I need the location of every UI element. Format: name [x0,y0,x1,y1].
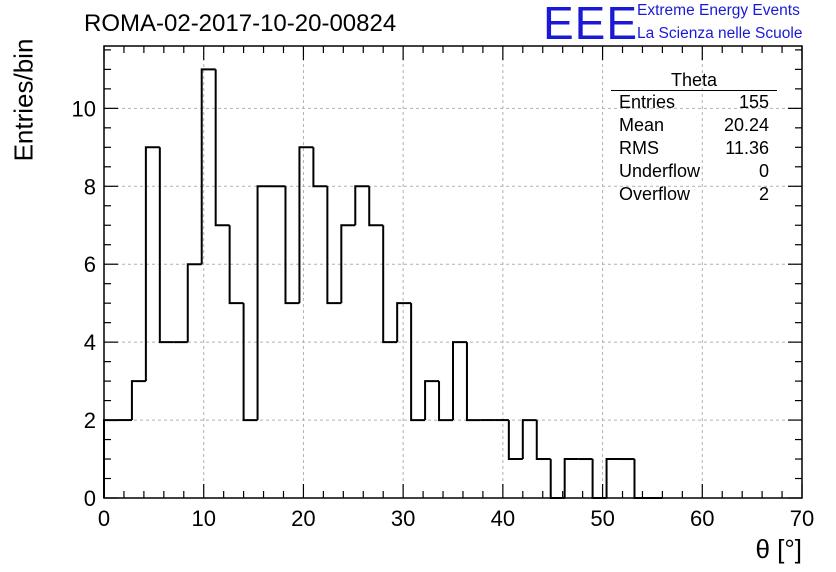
stats-value: 11.36 [725,138,769,158]
histogram-bin [256,185,272,421]
histogram-bin [563,458,579,498]
histogram-bin [326,186,342,305]
logo-line-1: Extreme Energy Events [637,2,800,19]
histogram-bin [507,420,523,461]
histogram-bin [382,225,398,344]
stats-row: Underflow 0 [611,160,777,183]
stats-label: RMS [619,138,659,158]
x-tick-label: 10 [191,506,215,531]
y-tick-label: 2 [84,408,96,433]
y-tick-label: 0 [84,486,96,511]
stats-row: RMS 11.36 [611,137,777,160]
axis-ticks [103,46,803,499]
histogram-bin [340,224,356,304]
histogram-bin [521,419,537,460]
logo-line-2: La Scienza nelle Scuole [637,25,803,42]
x-axis-label: θ [°] [755,534,802,564]
stats-value: 0 [758,161,769,181]
histogram-bin [158,147,174,344]
y-tick-label: 10 [72,96,96,121]
plot-frame [103,45,803,499]
histogram-bin [368,186,384,227]
stats-row: Mean 20.24 [611,114,777,137]
histogram-bin [465,342,481,422]
histogram-bin [130,380,146,421]
histogram-bin [200,68,216,265]
chart-title: ROMA-02-2017-10-20-00824 [84,10,397,37]
y-axis-label: Entries/bin [8,38,39,162]
y-tick-label: 8 [84,174,96,199]
histogram-bin [605,458,621,498]
histogram-bin [410,303,426,422]
histogram-bin [438,381,453,422]
stats-value: 2 [758,184,769,204]
histogram-bin [298,146,314,304]
x-tick-label: 50 [590,506,614,531]
histogram-bin [591,459,607,499]
x-tick-label: 30 [391,506,415,531]
histogram-bars [103,68,663,499]
histogram-bin [284,186,300,305]
histogram-bin [354,185,370,226]
stats-row: Overflow 2 [611,183,777,206]
histogram-bin [312,147,328,188]
histogram-bin [424,380,440,421]
stats-label: Overflow [619,184,691,204]
stats-value: 155 [738,92,769,112]
stats-label: Underflow [619,161,701,181]
histogram-bin [452,341,467,421]
eee-logo: EEE [543,0,639,49]
stats-value: 20.24 [723,115,769,135]
x-tick-label: 0 [98,506,110,531]
histogram-bin [535,420,551,461]
histogram-bin [144,146,160,382]
histogram-bin [242,303,258,422]
histogram-bin [186,263,202,343]
histogram-bin [396,302,412,343]
stats-label: Mean [619,115,665,135]
stats-row: Entries 155 [611,91,777,114]
y-tick-label: 6 [84,252,96,277]
x-tick-label: 60 [690,506,714,531]
x-tick-label: 70 [790,506,814,531]
histogram-bin [633,459,649,499]
x-tick-label: 40 [491,506,515,531]
stats-title: Theta [611,70,777,91]
y-axis-label-box: Entries/bin [6,20,42,180]
y-tick-label: 4 [84,330,96,355]
histogram-bin [214,69,230,227]
histogram-bin [228,225,244,305]
x-tick-label: 20 [291,506,315,531]
stats-box: Theta Entries 155 Mean 20.24 RMS 11.36 U… [611,70,777,206]
stats-label: Entries [619,92,676,112]
